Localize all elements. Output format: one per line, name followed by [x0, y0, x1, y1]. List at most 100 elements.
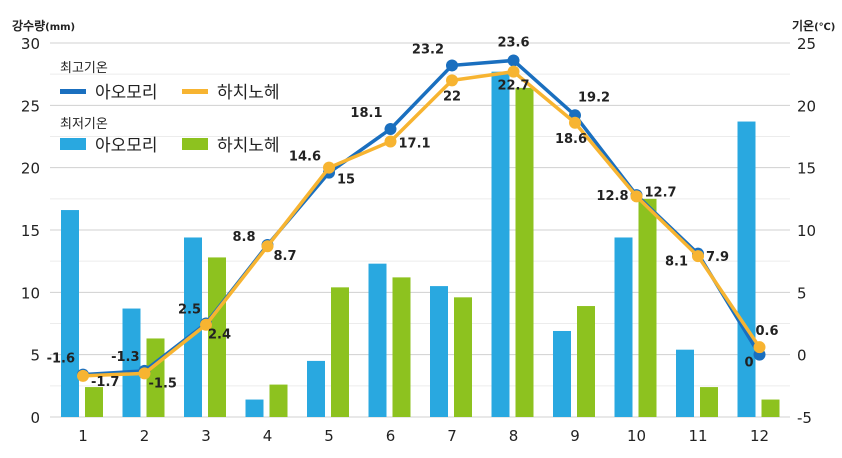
y-left-tick: 15 [21, 222, 40, 240]
bar-aomori [368, 263, 387, 417]
bar-hachinohe [331, 287, 349, 417]
y-right-tick: 15 [797, 160, 816, 178]
data-label: 8.8 [232, 230, 255, 245]
point-aomori [384, 123, 397, 136]
y-left-tick: 10 [21, 284, 40, 302]
data-label: 8.1 [665, 255, 688, 270]
y-right-tick: 25 [797, 35, 816, 53]
x-tick: 2 [140, 427, 150, 445]
y-left-title: 강수량(mm) [12, 19, 75, 33]
x-tick: 7 [447, 427, 457, 445]
x-tick: 9 [570, 427, 580, 445]
y-right-tick: 10 [797, 222, 816, 240]
legend: 최고기온 아오모리 하치노헤 최저기온 아오모리 하치노헤 [60, 61, 280, 156]
y-left-tick: 0 [30, 409, 40, 427]
line-hachinohe [82, 69, 761, 378]
point-hachinohe [200, 318, 212, 331]
data-label: 18.6 [555, 132, 587, 147]
data-label: 2.5 [178, 303, 201, 318]
legend-label-hachinohe-min: 하치노헤 [217, 136, 280, 156]
legend-label-hachinohe-max: 하치노헤 [217, 83, 280, 103]
x-tick: 8 [509, 427, 519, 445]
y-left-tick: 20 [21, 160, 40, 178]
data-label: 12.8 [596, 189, 628, 204]
legend-swatch-hachinohe-min [182, 138, 208, 150]
data-label: 2.4 [208, 328, 231, 343]
y-left-tick: 25 [21, 97, 40, 115]
bar-aomori [122, 308, 141, 417]
data-label: -1.7 [91, 375, 119, 390]
data-label: 19.2 [578, 90, 610, 105]
point-hachinohe [323, 161, 335, 174]
bar-aomori [245, 399, 264, 417]
y-right-title: 기온(℃) [792, 18, 835, 33]
data-label: 14.6 [289, 150, 321, 165]
data-label: 22.7 [497, 79, 529, 94]
data-label: 0 [744, 356, 753, 371]
bar-aomori [676, 349, 694, 417]
bar-hachinohe [515, 87, 534, 417]
data-label: 22 [443, 89, 461, 104]
data-label: 8.7 [274, 249, 297, 264]
x-tick: 4 [263, 427, 273, 445]
point-hachinohe [630, 190, 643, 203]
y-right-tick: 0 [797, 347, 807, 365]
bar-hachinohe [638, 198, 657, 417]
point-aomori [446, 59, 458, 72]
point-aomori [507, 54, 520, 67]
data-label: 17.1 [399, 136, 431, 151]
point-hachinohe [261, 240, 274, 253]
y-right-tick: -5 [797, 409, 812, 427]
point-hachinohe [692, 250, 704, 263]
bar-hachinohe [269, 384, 288, 417]
point-hachinohe [77, 369, 89, 382]
bar-hachinohe [700, 387, 718, 417]
x-tick: 3 [201, 427, 211, 445]
x-tick: 6 [386, 427, 396, 445]
legend-group2-title: 최저기온 [60, 117, 108, 132]
data-label: -1.3 [111, 350, 139, 365]
bar-aomori [184, 237, 202, 417]
data-label: 7.9 [706, 250, 729, 265]
data-label: -1.5 [149, 376, 177, 391]
legend-swatch-aomori-max [60, 89, 86, 94]
bar-hachinohe [85, 387, 103, 417]
bar-aomori [737, 121, 756, 417]
point-hachinohe [507, 65, 520, 78]
bar-aomori [61, 210, 79, 417]
bar-aomori [553, 330, 571, 417]
data-label: 12.7 [645, 185, 677, 200]
bar-hachinohe [577, 306, 595, 417]
bar-aomori [307, 360, 325, 417]
bar-hachinohe [761, 399, 780, 417]
data-label: 15 [337, 173, 355, 188]
x-tick: 5 [324, 427, 334, 445]
bar-aomori [491, 71, 510, 417]
legend-label-aomori-min: 아오모리 [95, 136, 158, 156]
x-tick: 1 [78, 427, 88, 445]
bar-hachinohe [454, 297, 472, 417]
point-hachinohe [138, 367, 151, 380]
legend-group1-title: 최고기온 [60, 61, 108, 76]
y-left-tick: 5 [30, 347, 40, 365]
point-hachinohe [384, 135, 397, 148]
data-label: 23.6 [497, 35, 529, 50]
bar-hachinohe [208, 257, 226, 417]
legend-label-aomori-max: 아오모리 [95, 83, 158, 103]
gridlines [50, 42, 790, 418]
data-label: 0.6 [756, 324, 779, 339]
y-right-tick: 5 [797, 284, 807, 302]
y-right-tick: 20 [797, 97, 816, 115]
x-tick: 10 [627, 427, 646, 445]
legend-swatch-hachinohe-max [182, 89, 208, 94]
legend-swatch-aomori-min [60, 138, 86, 150]
point-hachinohe [753, 341, 766, 354]
lines [77, 54, 766, 382]
data-label: 18.1 [350, 106, 382, 121]
bar-aomori [614, 237, 633, 417]
bar-aomori [430, 286, 448, 417]
data-labels: -1.6 -1.3 2.5 8.8 14.6 18.1 23.2 23.6 19.2 12.8 8.… [47, 35, 779, 391]
data-label: -1.6 [47, 352, 75, 367]
